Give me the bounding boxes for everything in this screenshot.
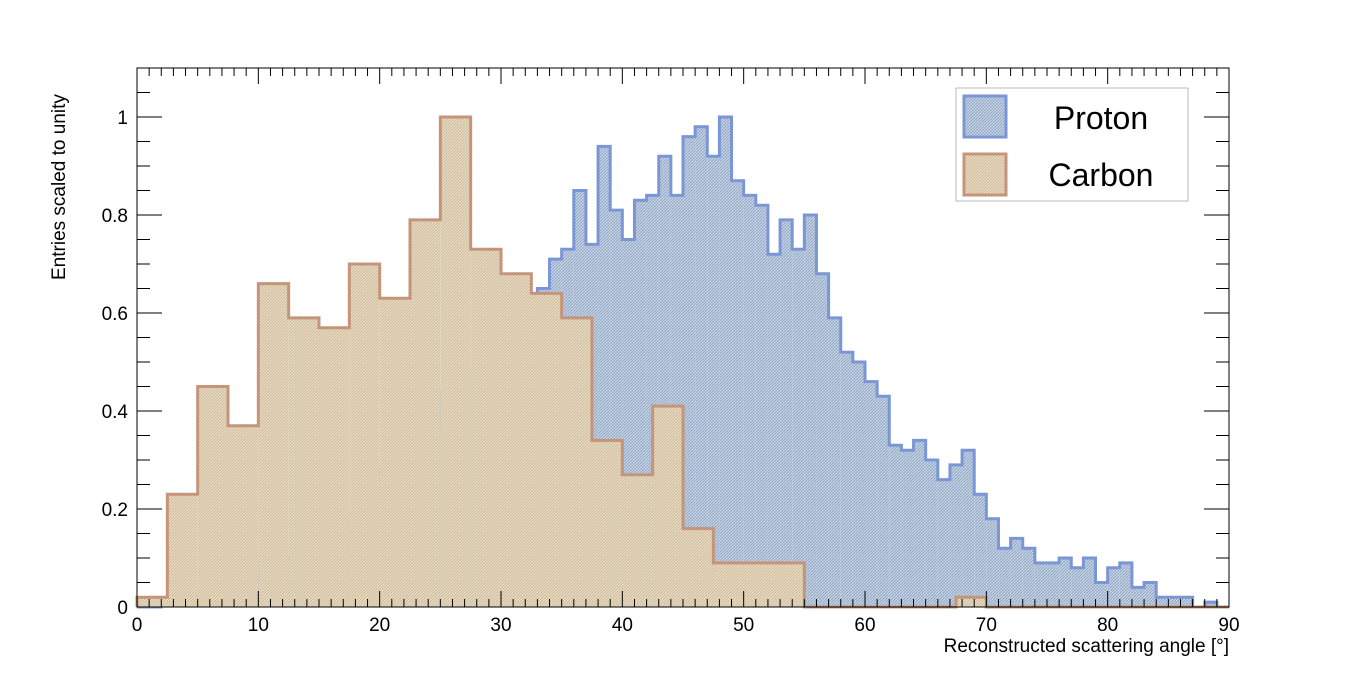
carbon-bar — [592, 440, 623, 607]
y-tick-label: 0.6 — [102, 304, 128, 325]
x-tick-label: 70 — [976, 615, 997, 636]
carbon-bar — [622, 474, 653, 607]
proton-bar — [1095, 582, 1108, 607]
x-tick-label: 40 — [612, 615, 633, 636]
proton-bar — [719, 117, 732, 607]
y-tick-label: 0.2 — [102, 500, 128, 521]
proton-bar — [986, 518, 999, 607]
carbon-bar — [956, 597, 987, 607]
x-tick-label: 50 — [733, 615, 754, 636]
y-tick-label: 0 — [117, 598, 128, 619]
carbon-bar — [379, 298, 410, 607]
carbon-bar — [743, 562, 774, 607]
proton-bar — [1034, 562, 1047, 607]
proton-bar — [852, 362, 865, 607]
proton-bar — [949, 464, 963, 607]
x-tick-label: 20 — [369, 615, 390, 636]
x-tick-label: 80 — [1097, 615, 1118, 636]
proton-bar — [1071, 567, 1084, 607]
carbon-bar — [410, 219, 441, 607]
proton-bar — [998, 548, 1011, 607]
proton-bar — [1010, 538, 1023, 607]
legend-swatch-proton — [962, 94, 1008, 139]
carbon-bar — [197, 386, 228, 607]
proton-bar — [780, 219, 793, 607]
x-tick-label: 0 — [132, 615, 143, 636]
y-tick-label: 0.4 — [102, 402, 129, 423]
carbon-bar — [349, 264, 380, 607]
carbon-bar — [440, 117, 471, 607]
legend-label-proton: Proton — [1054, 100, 1148, 136]
carbon-bar — [228, 425, 259, 607]
plot-area — [135, 115, 1229, 609]
proton-bar — [889, 445, 902, 607]
proton-bar — [707, 156, 720, 607]
proton-bar — [865, 381, 878, 607]
carbon-bar — [258, 283, 289, 607]
proton-bar — [840, 352, 853, 607]
proton-bar — [1156, 597, 1169, 607]
carbon-bar — [713, 562, 744, 607]
x-tick-label: 10 — [248, 615, 269, 636]
carbon-series — [135, 115, 1229, 609]
proton-bar — [828, 317, 841, 607]
proton-bar — [1022, 548, 1035, 607]
proton-bar — [755, 205, 768, 607]
proton-bar — [1168, 597, 1181, 607]
proton-bar — [962, 450, 975, 607]
proton-bar — [731, 180, 744, 607]
x-tick-label: 90 — [1218, 615, 1239, 636]
proton-bar — [1119, 562, 1132, 607]
carbon-bar — [531, 293, 562, 607]
x-axis-label: Reconstructed scattering angle [°] — [944, 636, 1229, 657]
legend-label-carbon: Carbon — [1049, 157, 1154, 193]
proton-bar — [1144, 582, 1157, 607]
proton-bar — [1059, 558, 1072, 607]
proton-bar — [695, 126, 708, 608]
x-tick-label: 30 — [490, 615, 511, 636]
proton-bar — [1047, 562, 1060, 607]
proton-bar — [767, 254, 781, 607]
proton-bar — [925, 460, 938, 607]
carbon-bar — [137, 597, 168, 607]
carbon-bar — [470, 249, 501, 608]
proton-bar — [1107, 567, 1120, 607]
carbon-bar — [167, 494, 198, 607]
carbon-bar — [319, 327, 350, 607]
carbon-bar — [652, 406, 683, 607]
legend: Proton Carbon — [955, 87, 1189, 202]
proton-bar — [1204, 602, 1217, 607]
proton-bar — [937, 479, 950, 607]
proton-bar — [792, 249, 805, 608]
proton-bar — [1131, 587, 1145, 607]
proton-bar — [804, 215, 817, 607]
x-tick-label: 60 — [854, 615, 875, 636]
y-axis-label: Entries scaled to unity — [49, 94, 70, 280]
proton-bar — [683, 136, 696, 607]
proton-bar — [1180, 597, 1193, 607]
carbon-outline — [135, 115, 1229, 609]
carbon-bar — [774, 562, 805, 607]
y-tick-label: 1 — [117, 108, 128, 129]
proton-bar — [743, 195, 756, 607]
legend-swatch-carbon — [962, 152, 1008, 197]
carbon-bar — [501, 273, 532, 607]
carbon-bar — [561, 317, 592, 607]
proton-bar — [816, 273, 829, 607]
proton-bar — [877, 396, 890, 607]
axes: 0 10 20 30 40 50 60 70 80 90 0 0.2 0.4 0.6 0.8 1 — [102, 67, 1240, 636]
proton-bar — [974, 494, 987, 607]
carbon-bar — [288, 317, 319, 607]
carbon-bar — [683, 528, 714, 607]
proton-bar — [913, 440, 926, 607]
proton-bar — [901, 450, 914, 607]
y-tick-label: 0.8 — [102, 206, 128, 227]
proton-bar — [1083, 558, 1096, 607]
